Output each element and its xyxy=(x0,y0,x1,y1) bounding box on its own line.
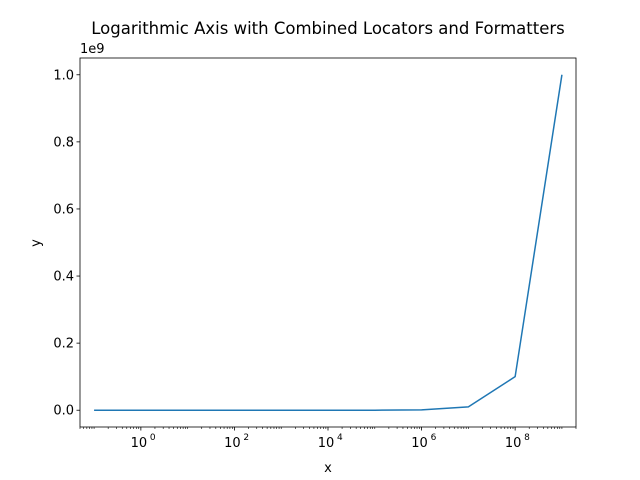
x-tick-label-3: 10 xyxy=(411,436,428,451)
x-tick-label-exp-4: 8 xyxy=(524,433,530,443)
x-tick-label-1: 10 xyxy=(224,436,241,451)
y-axis-label: y xyxy=(29,239,44,247)
plot-area: 0.00.20.40.60.81.010 0 10 2 10 4 10 6 10 8 xyxy=(53,57,577,451)
y-tick-label-2: 0.4 xyxy=(53,270,74,285)
x-tick-label-exp-0: 0 xyxy=(150,433,156,443)
y-tick-label-3: 0.6 xyxy=(53,202,74,217)
y-axis-offset-label: 1e9 xyxy=(80,42,105,57)
x-tick-label-exp-2: 4 xyxy=(337,433,343,443)
x-tick-label-4: 10 xyxy=(505,436,522,451)
x-tick-label-2: 10 xyxy=(318,436,335,451)
x-axis-label: x xyxy=(324,461,332,476)
chart-title: Logarithmic Axis with Combined Locators … xyxy=(91,19,564,38)
y-tick-label-4: 0.8 xyxy=(53,135,74,150)
series-line-0 xyxy=(94,74,563,411)
x-tick-label-exp-1: 2 xyxy=(243,433,249,443)
x-tick-label-0: 10 xyxy=(131,436,148,451)
y-tick-label-5: 1.0 xyxy=(53,68,74,83)
x-tick-label-exp-3: 6 xyxy=(431,433,437,443)
y-tick-label-1: 0.2 xyxy=(53,337,74,352)
y-tick-label-0: 0.0 xyxy=(53,404,74,419)
